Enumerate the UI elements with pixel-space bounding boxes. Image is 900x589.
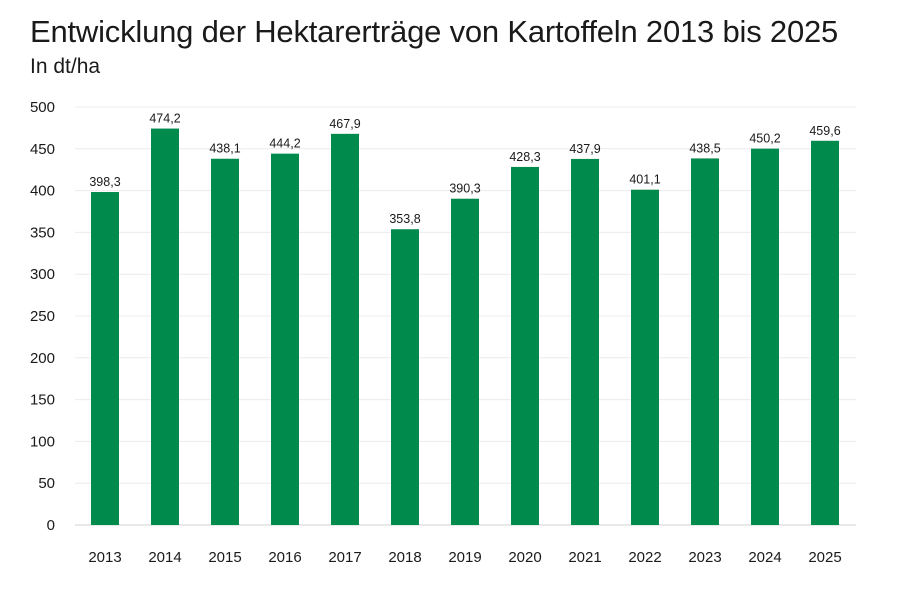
bar [751, 148, 779, 525]
data-label: 438,5 [689, 141, 720, 155]
y-tick-label: 500 [30, 99, 55, 116]
data-label: 401,1 [629, 173, 660, 187]
bar [271, 153, 299, 525]
data-label: 428,3 [509, 150, 540, 164]
bar [571, 158, 599, 526]
bar [811, 140, 839, 525]
y-tick-label: 450 [30, 141, 55, 158]
y-tick-label: 150 [30, 392, 55, 409]
data-label: 444,2 [269, 137, 300, 151]
data-label: 459,6 [809, 124, 840, 138]
x-axis: 2013 2014 2015 2016 2017 2018 2019 2020 2021 2022… [88, 549, 841, 566]
bar [151, 128, 179, 526]
data-label: 390,3 [449, 182, 480, 196]
x-tick-label: 2017 [328, 549, 361, 566]
x-tick-label: 2022 [628, 549, 661, 566]
data-label: 353,8 [389, 212, 420, 226]
y-tick-label: 350 [30, 224, 55, 241]
bar [211, 158, 239, 525]
bar [691, 158, 719, 525]
data-label: 438,1 [209, 142, 240, 156]
x-tick-label: 2025 [808, 549, 841, 566]
y-tick-label: 250 [30, 308, 55, 325]
x-tick-label: 2020 [508, 549, 541, 566]
chart-subtitle: In dt/ha [30, 55, 101, 78]
x-tick-label: 2024 [748, 549, 781, 566]
y-tick-label: 50 [38, 475, 55, 492]
data-labels: 398,3 474,2 438,1 444,2 467,9 353,8 390,3 428,3… [89, 112, 840, 227]
bar [391, 229, 419, 525]
x-tick-label: 2015 [208, 549, 241, 566]
x-tick-label: 2021 [568, 549, 601, 566]
y-tick-label: 400 [30, 183, 55, 200]
data-label: 398,3 [89, 175, 120, 189]
data-label: 437,9 [569, 142, 600, 156]
y-tick-label: 0 [47, 517, 55, 534]
bar [511, 166, 539, 525]
x-tick-label: 2023 [688, 549, 721, 566]
bar [631, 189, 659, 525]
x-tick-label: 2018 [388, 549, 421, 566]
bar [451, 198, 479, 525]
bar [331, 133, 359, 525]
data-label: 450,2 [749, 132, 780, 146]
bar [91, 192, 119, 526]
x-tick-label: 2013 [88, 549, 121, 566]
data-label: 474,2 [149, 112, 180, 126]
x-tick-label: 2014 [148, 549, 181, 566]
y-tick-label: 200 [30, 350, 55, 367]
y-tick-label: 300 [30, 266, 55, 283]
bars [91, 128, 839, 526]
y-tick-label: 100 [30, 433, 55, 450]
chart-title: Entwicklung der Hektarerträge von Kartof… [30, 14, 839, 49]
data-label: 467,9 [329, 117, 360, 131]
y-axis: 0 50 100 150 200 250 300 350 400 450 500 [30, 99, 55, 534]
x-tick-label: 2016 [268, 549, 301, 566]
x-tick-label: 2019 [448, 549, 481, 566]
